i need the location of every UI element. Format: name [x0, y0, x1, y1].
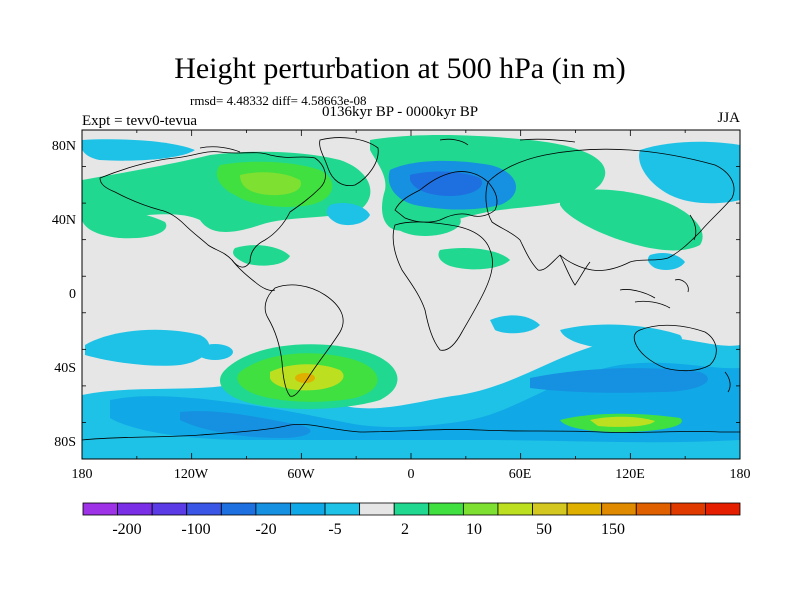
lon-label-180e: 180 — [729, 467, 751, 482]
rmsd-diff-stats: rmsd= 4.48332 diff= 4.58663e-08 — [190, 93, 367, 108]
colorbar-box — [220, 502, 257, 516]
lon-label-180w: 180 — [71, 467, 93, 482]
colorbar-box — [393, 502, 430, 516]
coastlines — [82, 137, 740, 441]
colorbar-label: 150 — [601, 521, 625, 538]
contour-south-dark-blue — [180, 411, 311, 438]
contour-asia-blue — [639, 141, 740, 204]
colorbar-box — [324, 502, 361, 516]
coast-central-america — [231, 259, 276, 291]
colorbar-label: -20 — [255, 521, 277, 538]
colorbar-box — [705, 502, 741, 516]
coast-south-america — [264, 284, 344, 397]
contour-atlantic-blue — [326, 203, 370, 226]
colorbar-box — [117, 502, 153, 516]
colorbar-box — [186, 502, 222, 516]
coast-africa — [392, 221, 493, 351]
colorbar-box — [290, 502, 326, 516]
contour-north-america-ygreen — [240, 172, 301, 196]
coast-india — [559, 254, 591, 286]
contour-sw-pacific-blue — [85, 329, 210, 366]
lat-label-80s: 80S — [54, 435, 76, 450]
colorbar-label: -5 — [328, 521, 342, 538]
contour-pacific-mint — [82, 208, 167, 239]
colorbar-box — [359, 502, 395, 516]
colorbar-box — [255, 502, 291, 516]
colorbar-label: 10 — [466, 521, 482, 538]
contour-arctic-blue — [82, 139, 195, 161]
colorbar-box — [601, 502, 637, 516]
contour-asia-blue-2 — [647, 252, 685, 270]
colorbar-box — [497, 502, 533, 516]
contour-sindian-blue — [560, 324, 682, 351]
coast-japan — [689, 214, 697, 241]
coast-antarctica — [82, 423, 740, 441]
contour-central-pacific-blue — [490, 315, 540, 334]
contour-asia-mint — [560, 189, 703, 251]
contour-south-dark-blue-2 — [530, 368, 708, 393]
colorbar-label: 2 — [401, 521, 409, 538]
coast-arctic-islands — [199, 138, 576, 153]
contour-florida-mint — [233, 245, 290, 266]
season-label: JJA — [717, 110, 740, 126]
lat-label-80n: 80N — [51, 139, 76, 154]
period-label: 0136kyr BP - 0000kyr BP — [322, 104, 479, 120]
experiment-label: Expt = tevv0-tevua — [82, 113, 198, 129]
coast-asia — [485, 148, 735, 271]
axis-ticks — [81, 129, 741, 460]
colorbar-label: 50 — [536, 521, 552, 538]
colorbar-box — [670, 502, 706, 516]
lon-label-60w: 60W — [287, 467, 315, 482]
colorbar-box — [532, 502, 568, 516]
coast-maritime-asia — [619, 279, 689, 309]
colorbar-label: -200 — [112, 521, 142, 538]
lon-label-0: 0 — [407, 467, 415, 482]
colorbar-box — [566, 502, 603, 516]
lon-label-60e: 60E — [508, 467, 532, 482]
colorbar-box — [462, 502, 499, 516]
colorbar-box — [151, 502, 188, 516]
lon-label-120e: 120E — [615, 467, 645, 482]
colorbar-box — [82, 502, 118, 516]
map-title: Height perturbation at 500 hPa (in m) — [174, 52, 626, 85]
coast-new-zealand — [724, 371, 731, 393]
colorbar — [82, 502, 741, 516]
contour-mediterranean-mint — [390, 210, 461, 236]
contour-satlantic-orange — [295, 373, 315, 383]
lat-label-40n: 40N — [51, 213, 76, 228]
contour-field — [82, 130, 740, 459]
coast-europe — [394, 171, 498, 223]
coast-greenland — [319, 137, 379, 187]
contour-south-yellow-patch — [590, 416, 655, 427]
colorbar-label: -100 — [181, 521, 211, 538]
lon-label-120w: 120W — [173, 467, 209, 482]
lat-label-0: 0 — [69, 287, 76, 302]
lat-label-40s: 40S — [54, 361, 76, 376]
colorbar-box — [428, 502, 464, 516]
coast-australia — [633, 324, 717, 372]
colorbar-box — [635, 502, 672, 516]
contour-sepacific-blue — [197, 344, 233, 360]
coast-north-america — [99, 151, 326, 268]
contour-europe-deep-blue — [410, 171, 482, 196]
